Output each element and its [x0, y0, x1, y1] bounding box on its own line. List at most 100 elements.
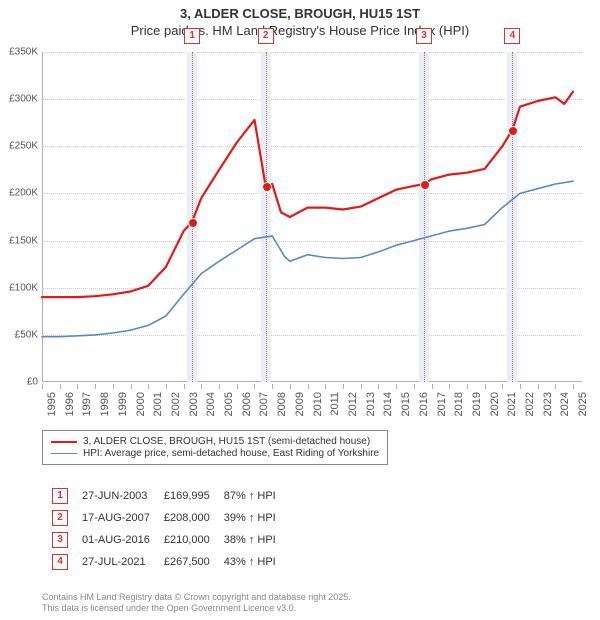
x-tick — [485, 384, 486, 389]
x-tick — [573, 384, 574, 389]
x-tick-label: 2017 — [436, 392, 448, 416]
y-tick-label: £150K — [0, 235, 38, 246]
x-tick-label: 2010 — [312, 392, 324, 416]
x-tick-label: 2009 — [294, 392, 306, 416]
legend: 3, ALDER CLOSE, BROUGH, HU15 1ST (semi-d… — [42, 430, 388, 465]
x-tick — [396, 384, 397, 389]
x-tick — [538, 384, 539, 389]
y-tick-label: £50K — [0, 329, 38, 340]
x-tick-label: 2008 — [276, 392, 288, 416]
x-tick — [555, 384, 556, 389]
sale-event-price: £267,500 — [164, 554, 224, 570]
y-tick-label: £350K — [0, 47, 38, 58]
x-tick-label: 2016 — [418, 392, 430, 416]
arrow-up-icon: ↑ — [249, 556, 255, 568]
x-tick-label: 2020 — [489, 392, 501, 416]
sale-event-price: £210,000 — [164, 532, 224, 548]
x-tick — [378, 384, 379, 389]
x-tick — [449, 384, 450, 389]
series-line — [42, 92, 573, 298]
y-tick-label: £0 — [0, 377, 38, 388]
x-tick — [325, 384, 326, 389]
legend-row: 3, ALDER CLOSE, BROUGH, HU15 1ST (semi-d… — [51, 436, 379, 447]
x-tick-label: 2014 — [382, 392, 394, 416]
sale-event-number: 2 — [52, 510, 68, 526]
arrow-up-icon: ↑ — [249, 534, 255, 546]
x-tick-label: 2015 — [400, 392, 412, 416]
sale-event-pct: 87% ↑ HPI — [224, 488, 290, 504]
series-line — [42, 181, 573, 337]
x-tick — [201, 384, 202, 389]
x-tick — [520, 384, 521, 389]
x-tick — [148, 384, 149, 389]
x-tick-label: 2011 — [329, 392, 341, 416]
x-tick-label: 2019 — [471, 392, 483, 416]
x-tick-label: 2024 — [559, 392, 571, 416]
x-tick — [219, 384, 220, 389]
x-tick-label: 2018 — [453, 392, 465, 416]
line-series-svg — [42, 52, 582, 382]
x-tick-label: 1995 — [46, 392, 58, 416]
sale-event-pct: 39% ↑ HPI — [224, 510, 290, 526]
sale-event-row: 1 27-JUN-2003£169,99587% ↑ HPI — [52, 488, 290, 504]
x-tick-label: 1998 — [99, 392, 111, 416]
sale-event-number: 4 — [52, 554, 68, 570]
x-tick — [343, 384, 344, 389]
x-tick — [467, 384, 468, 389]
sale-dot — [188, 218, 198, 228]
x-tick — [272, 384, 273, 389]
sale-marker-number: 3 — [416, 28, 432, 44]
x-tick-label: 2021 — [506, 392, 518, 416]
sale-event-price: £169,995 — [164, 488, 224, 504]
y-tick-label: £100K — [0, 282, 38, 293]
legend-label: HPI: Average price, semi-detached house,… — [83, 448, 379, 459]
footer-attribution: Contains HM Land Registry data © Crown c… — [42, 592, 351, 615]
x-tick — [131, 384, 132, 389]
x-tick — [414, 384, 415, 389]
y-tick-label: £200K — [0, 188, 38, 199]
sale-event-row: 4 27-JUL-2021£267,50043% ↑ HPI — [52, 554, 290, 570]
x-tick-label: 2012 — [347, 392, 359, 416]
x-tick — [237, 384, 238, 389]
x-tick-label: 1997 — [81, 392, 93, 416]
x-tick-label: 2007 — [258, 392, 270, 416]
sale-event-date: 01-AUG-2016 — [82, 532, 164, 548]
x-tick — [254, 384, 255, 389]
sale-event-pct: 43% ↑ HPI — [224, 554, 290, 570]
legend-swatch — [51, 441, 77, 443]
arrow-up-icon: ↑ — [249, 512, 255, 524]
sale-dot — [262, 182, 272, 192]
legend-swatch — [51, 453, 77, 454]
footer-line2: This data is licensed under the Open Gov… — [42, 603, 351, 614]
x-tick — [432, 384, 433, 389]
sale-event-number: 1 — [52, 488, 68, 504]
x-tick — [95, 384, 96, 389]
x-tick — [60, 384, 61, 389]
x-tick — [113, 384, 114, 389]
legend-row: HPI: Average price, semi-detached house,… — [51, 448, 379, 459]
x-tick-label: 2003 — [188, 392, 200, 416]
x-tick — [77, 384, 78, 389]
chart-title-line1: 3, ALDER CLOSE, BROUGH, HU15 1ST — [0, 6, 600, 21]
x-tick — [308, 384, 309, 389]
y-tick-label: £250K — [0, 141, 38, 152]
sale-marker-number: 2 — [258, 28, 274, 44]
x-tick-label: 2006 — [241, 392, 253, 416]
sale-events-table: 1 27-JUN-2003£169,99587% ↑ HPI 2 17-AUG-200… — [52, 482, 290, 576]
x-tick-label: 2000 — [135, 392, 147, 416]
x-tick — [502, 384, 503, 389]
sale-event-row: 2 17-AUG-2007£208,00039% ↑ HPI — [52, 510, 290, 526]
sale-event-price: £208,000 — [164, 510, 224, 526]
arrow-up-icon: ↑ — [249, 490, 255, 502]
x-tick-label: 2013 — [365, 392, 377, 416]
x-tick — [361, 384, 362, 389]
sale-event-row: 301-AUG-2016£210,00038% ↑ HPI — [52, 532, 290, 548]
x-tick — [184, 384, 185, 389]
sale-event-date: 27-JUL-2021 — [82, 554, 164, 570]
sale-event-pct: 38% ↑ HPI — [224, 532, 290, 548]
sale-event-date: 17-AUG-2007 — [82, 510, 164, 526]
x-tick — [166, 384, 167, 389]
y-tick-label: £300K — [0, 94, 38, 105]
sale-event-date: 27-JUN-2003 — [82, 488, 164, 504]
x-tick-label: 2002 — [170, 392, 182, 416]
